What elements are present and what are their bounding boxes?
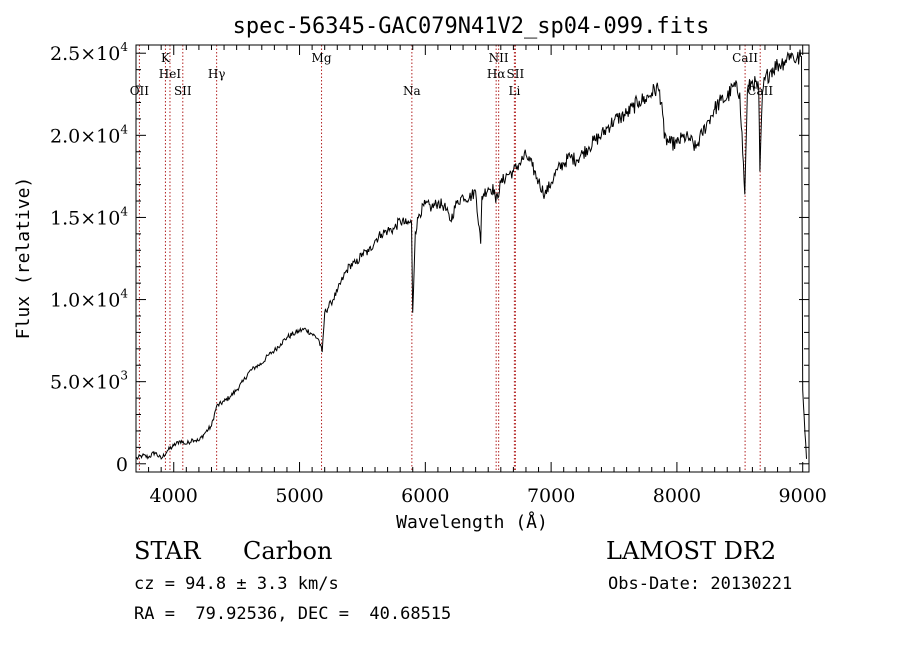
x-tick-label: 7000	[527, 485, 575, 507]
spectral-line-label: K	[161, 51, 171, 65]
survey-label: LAMOST DR2	[606, 537, 777, 565]
spectrum-line	[135, 49, 807, 461]
spectrum-series-layer	[135, 49, 807, 461]
y-tick-mantissa: 2.0×10	[50, 125, 120, 147]
spectral-line-label: OII	[130, 84, 150, 98]
y-tick-exponent: 4	[120, 40, 128, 54]
spectrum-chart: spec-56345-GAC079N41V2_sp04-099.fits OII…	[13, 14, 827, 533]
plot-frame	[135, 44, 810, 473]
x-tick-label: 5000	[275, 485, 323, 507]
x-tick-label: 4000	[150, 485, 198, 507]
y-tick-mantissa: 1.5×10	[50, 207, 120, 229]
x-axis-label: Wavelength (Å)	[396, 511, 548, 533]
spectral-line-label: HeI	[159, 67, 182, 81]
spectral-line-label: CaII	[732, 51, 758, 65]
obs-date: Obs-Date: 20130221	[608, 574, 793, 594]
y-tick-label: 0	[116, 454, 128, 476]
x-tick-label: 6000	[401, 485, 449, 507]
x-axis: 4000 5000 6000 7000 8000 9000	[135, 45, 827, 507]
spectral-line-label: Li	[508, 84, 520, 98]
y-tick-label: 5.0×103	[50, 369, 128, 394]
object-class: STAR	[134, 537, 201, 565]
y-tick-exponent: 3	[120, 369, 128, 383]
spectral-line-label: Na	[403, 84, 421, 98]
y-tick-mantissa: 5.0×10	[50, 372, 120, 394]
object-subclass: Carbon	[243, 537, 333, 565]
y-tick-exponent: 4	[120, 122, 128, 136]
y-tick-exponent: 4	[120, 204, 128, 218]
spectral-line-label: Hγ	[208, 67, 226, 81]
spectral-line-label: NII	[489, 51, 509, 65]
y-tick-exponent: 4	[120, 287, 128, 301]
x-tick-label: 9000	[779, 485, 827, 507]
y-tick-label: 1.5×104	[50, 204, 128, 229]
y-tick-label: 2.0×104	[50, 122, 128, 147]
spectral-line-label: Mg	[312, 51, 332, 65]
y-tick-mantissa: 1.0×10	[50, 290, 120, 312]
y-tick-mantissa: 0	[116, 454, 128, 476]
x-tick-label: 8000	[653, 485, 701, 507]
chart-title: spec-56345-GAC079N41V2_sp04-099.fits	[233, 14, 710, 39]
spectral-line-label: Hα	[487, 67, 506, 81]
redshift-cz: cz = 94.8 ± 3.3 km/s	[134, 574, 339, 594]
y-tick-mantissa: 2.5×10	[50, 43, 120, 65]
spectral-line-label: SII	[507, 67, 525, 81]
ra-dec-coordinates: RA = 79.92536, DEC = 40.68515	[134, 604, 452, 624]
spectral-line-label: CaII	[747, 84, 773, 98]
y-tick-label: 2.5×104	[50, 40, 128, 65]
y-tick-label: 1.0×104	[50, 287, 128, 312]
spectral-line-label: SII	[174, 84, 192, 98]
y-axis-label: Flux (relative)	[13, 177, 34, 340]
